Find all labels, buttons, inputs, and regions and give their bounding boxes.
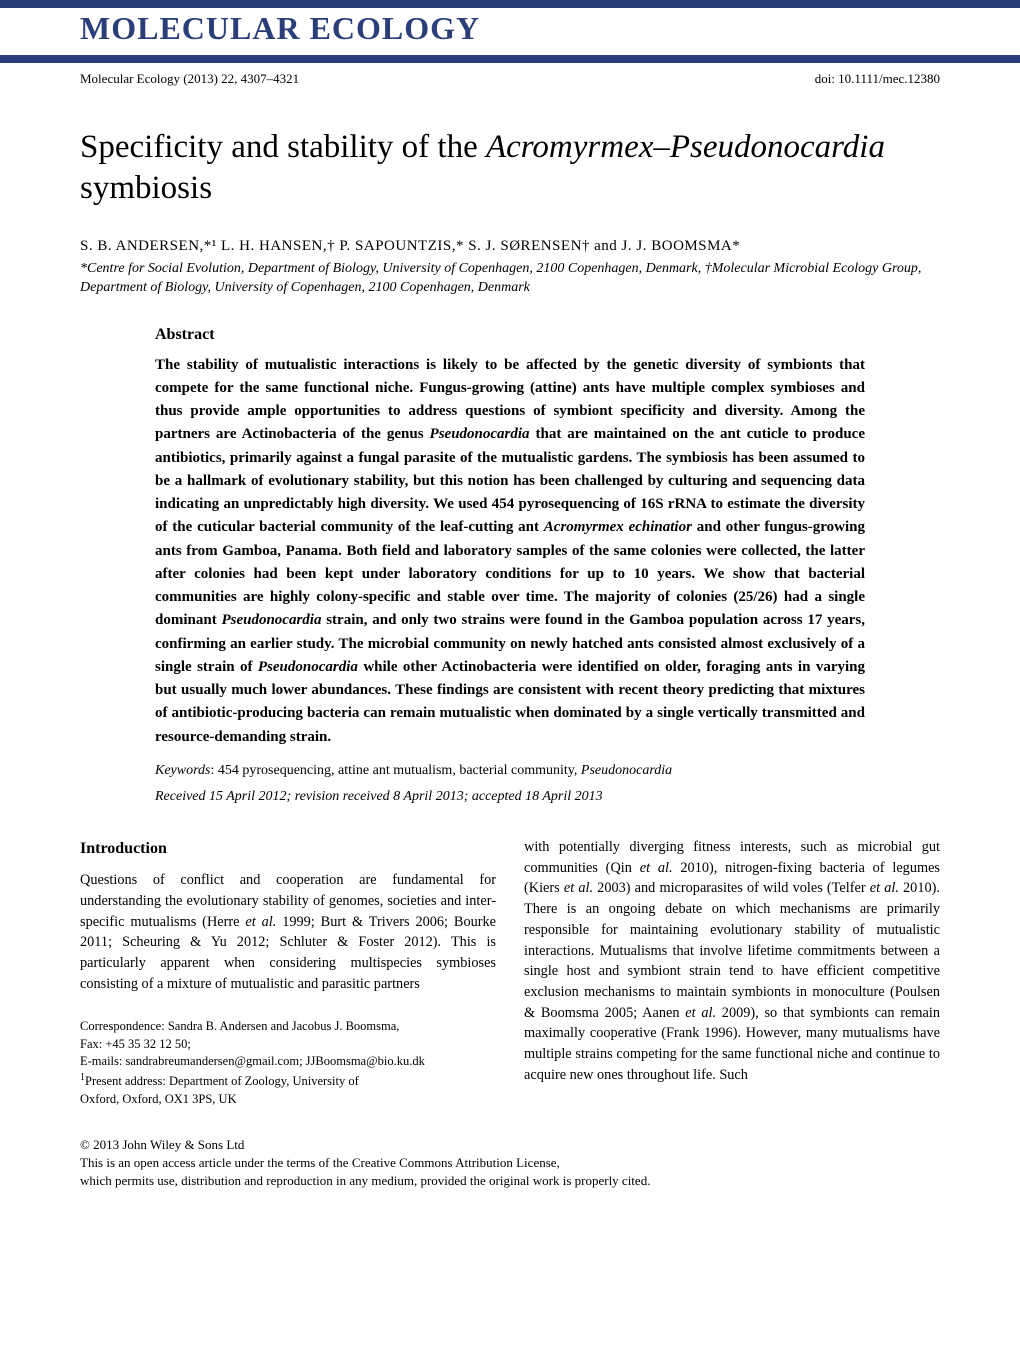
- keywords-label: Keywords: [155, 763, 210, 778]
- copyright: © 2013 John Wiley & Sons Ltd: [80, 1136, 940, 1154]
- abstract-i3: Pseudonocardia: [221, 612, 321, 628]
- title-mid: –: [653, 129, 670, 165]
- license-line2: which permits use, distribution and repr…: [80, 1172, 940, 1190]
- intro-c2-i1: et al.: [640, 860, 673, 876]
- keywords-text: : 454 pyrosequencing, attine ant mutuali…: [210, 763, 580, 778]
- dates: Received 15 April 2012; revision receive…: [0, 789, 1020, 837]
- license-line1: This is an open access article under the…: [80, 1154, 940, 1172]
- doi: doi: 10.1111/mec.12380: [815, 71, 940, 87]
- title-italic-1: Acromyrmex: [486, 129, 653, 165]
- body-columns: Introduction Questions of conflict and c…: [0, 837, 1020, 1128]
- keywords-italic: Pseudonocardia: [581, 763, 672, 778]
- journal-logo: MOLECULAR ECOLOGY: [0, 6, 1020, 51]
- footer: © 2013 John Wiley & Sons Ltd This is an …: [0, 1128, 1020, 1211]
- intro-c2-i3: et al.: [870, 880, 899, 896]
- abstract-section: Abstract The stability of mutualistic in…: [0, 326, 1020, 749]
- correspondence-line1: Correspondence: Sandra B. Andersen and J…: [80, 1018, 496, 1036]
- intro-c2-i2: et al.: [564, 880, 593, 896]
- column-right: with potentially diverging fitness inter…: [524, 837, 940, 1108]
- abstract-i4: Pseudonocardia: [258, 659, 358, 675]
- abstract-i2: Acromyrmex echinatior: [544, 519, 692, 535]
- authors: S. B. ANDERSEN,*¹ L. H. HANSEN,† P. SAPO…: [0, 238, 1020, 259]
- correspondence-block: Correspondence: Sandra B. Andersen and J…: [80, 1018, 496, 1108]
- title-suffix: symbiosis: [80, 170, 212, 206]
- introduction-heading: Introduction: [80, 837, 496, 860]
- intro-c1-i1: et al.: [245, 914, 276, 930]
- column-left: Introduction Questions of conflict and c…: [80, 837, 496, 1108]
- intro-para-2: with potentially diverging fitness inter…: [524, 837, 940, 1086]
- abstract-i1: Pseudonocardia: [430, 426, 530, 442]
- correspondence-line4-text: Present address: Department of Zoology, …: [85, 1074, 359, 1088]
- correspondence-line4: 1Present address: Department of Zoology,…: [80, 1071, 496, 1091]
- affiliations: *Centre for Social Evolution, Department…: [0, 259, 1020, 326]
- abstract-text: The stability of mutualistic interaction…: [155, 354, 865, 749]
- correspondence-line3: E-mails: sandrabreumandersen@gmail.com; …: [80, 1053, 496, 1071]
- meta-row: Molecular Ecology (2013) 22, 4307–4321 d…: [0, 63, 1020, 127]
- citation: Molecular Ecology (2013) 22, 4307–4321: [80, 71, 299, 87]
- title-italic-2: Pseudonocardia: [670, 129, 885, 165]
- keywords-row: Keywords: 454 pyrosequencing, attine ant…: [0, 749, 1020, 789]
- article-title: Specificity and stability of the Acromyr…: [0, 127, 1020, 238]
- correspondence-line5: Oxford, Oxford, OX1 3PS, UK: [80, 1091, 496, 1109]
- title-prefix: Specificity and stability of the: [80, 129, 486, 165]
- abstract-heading: Abstract: [155, 326, 865, 344]
- intro-para-1: Questions of conflict and cooperation ar…: [80, 870, 496, 994]
- intro-c2-p4: 2010). There is an ongoing debate on whi…: [524, 880, 940, 1020]
- correspondence-line2: Fax: +45 35 32 12 50;: [80, 1036, 496, 1054]
- intro-c2-i4: et al.: [685, 1005, 716, 1021]
- intro-c2-p3: 2003) and microparasites of wild voles (…: [593, 880, 870, 896]
- header-bar-bottom: [0, 55, 1020, 63]
